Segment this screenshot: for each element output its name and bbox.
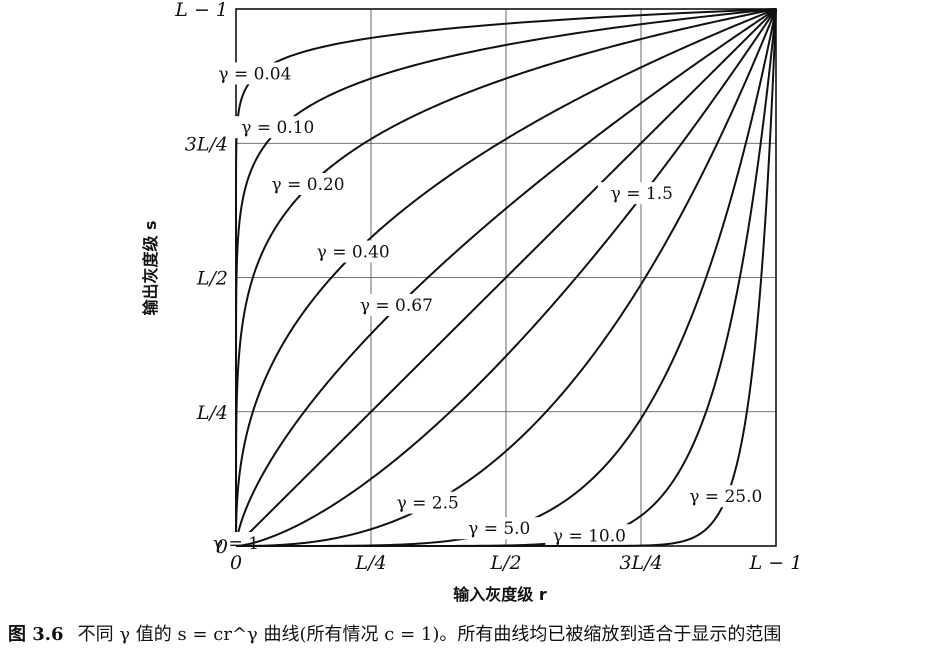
- series-label: γ = 0.67: [360, 296, 433, 316]
- series-label-bg: [192, 532, 280, 554]
- x-tick-label: L/2: [489, 552, 521, 574]
- figure-caption: 图 3.6 不同 γ 值的 s = cr^γ 曲线(所有情况 c = 1)。所有曲…: [8, 620, 944, 646]
- series-label-bg: [309, 240, 398, 263]
- x-axis-title: 输入灰度级 r: [453, 585, 547, 604]
- y-tick-label: L/4: [196, 402, 228, 424]
- series-label-bg: [210, 62, 299, 85]
- series-label-bg: [545, 524, 634, 547]
- x-tick-label: L − 1: [749, 552, 803, 574]
- series-line: [235, 8, 777, 547]
- series-label: γ = 25.0: [689, 487, 762, 507]
- series-label-bg: [233, 116, 322, 139]
- series-line: [235, 8, 777, 547]
- x-tick-label: 3L/4: [619, 552, 662, 574]
- series-line: [235, 8, 777, 546]
- series-line: [235, 8, 777, 547]
- x-tick-label: 0: [230, 552, 242, 574]
- series-label: γ = 0.04: [218, 64, 291, 84]
- series-label: γ = 5.0: [468, 519, 530, 539]
- series-label: γ = 0.20: [272, 175, 345, 195]
- y-tick-label: L − 1: [174, 0, 228, 21]
- series-label: γ = 0.10: [241, 118, 314, 138]
- series-label-bg: [352, 293, 441, 316]
- series-label-bg: [383, 491, 472, 514]
- caption-text: 不同 γ 值的 s = cr^γ 曲线(所有情况 c = 1)。所有曲线均已被缩…: [77, 624, 782, 645]
- y-tick-label: 0: [216, 536, 228, 558]
- series-line: [236, 8, 777, 547]
- x-tick-label: L/4: [354, 552, 386, 574]
- y-axis-title: 输出灰度级 s: [141, 220, 160, 315]
- series-label-bg: [455, 517, 544, 540]
- series-label: γ = 2.5: [397, 494, 459, 514]
- series-label: γ = 1.5: [611, 184, 673, 204]
- series-label: γ = 1: [213, 534, 259, 554]
- series-label-bg: [597, 182, 686, 205]
- series-line: [235, 8, 777, 546]
- series-label: γ = 10.0: [553, 526, 626, 546]
- series-label-bg: [681, 485, 770, 508]
- gamma-chart: γ = 0.04 γ = 0.10 γ = 0.20 γ = 0.40 γ = 0.67…: [141, 0, 802, 604]
- series-label: γ = 0.40: [317, 243, 390, 263]
- y-tick-label: 3L/4: [185, 133, 228, 155]
- series-label-bg: [264, 173, 353, 196]
- tick-labels: 0 L/4 L/2 3L/4 L − 1 0 L/4 L/2 3L/4 L − 1: [174, 0, 802, 574]
- curves: γ = 0.04 γ = 0.10 γ = 0.20 γ = 0.40 γ = 0.67…: [192, 8, 777, 554]
- caption-number: 图 3.6: [8, 624, 64, 645]
- y-tick-label: L/2: [196, 268, 228, 290]
